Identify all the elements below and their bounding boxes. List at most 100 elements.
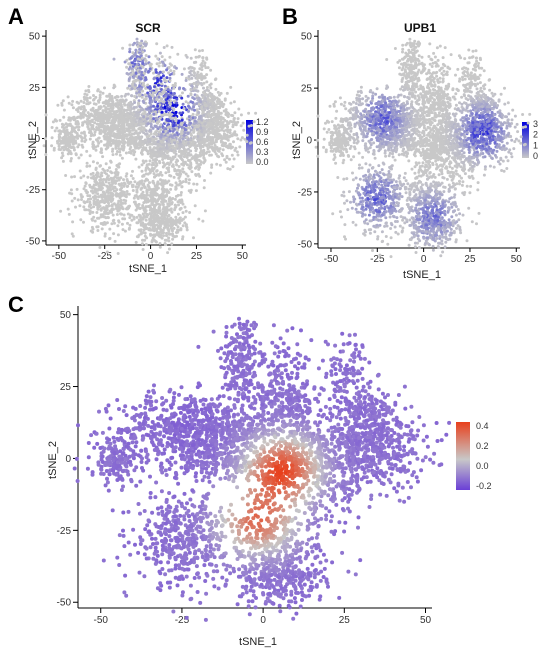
cell-point (128, 204, 131, 208)
cell-point (469, 90, 473, 94)
cell-point (78, 204, 82, 208)
cell-point (67, 101, 71, 105)
cell-point (212, 106, 216, 110)
cell-point (105, 94, 109, 98)
cell-point (192, 86, 196, 90)
cell-point (400, 68, 404, 72)
cell-point (198, 67, 202, 71)
cell-point (122, 213, 126, 217)
cell-point (131, 169, 134, 173)
cell-point (134, 185, 138, 189)
y-tick-label: 50 (29, 32, 41, 43)
cell-point (478, 81, 482, 85)
cell-point (107, 181, 111, 185)
cell-point (406, 59, 410, 63)
cell-point (66, 207, 70, 211)
cell-point (123, 130, 127, 134)
cell-point (142, 147, 146, 151)
y-tick-label: 0 (306, 136, 312, 147)
cell-point (466, 72, 470, 76)
cell-point (104, 162, 108, 166)
cell-point (190, 84, 194, 88)
cell-point (92, 98, 95, 102)
cell-point (88, 164, 92, 168)
cell-point (141, 89, 145, 93)
cell-point (469, 95, 473, 99)
cell-point (204, 66, 208, 70)
cell-point (70, 199, 74, 203)
cell-point (117, 192, 120, 196)
cell-point (459, 56, 463, 60)
cell-point (103, 211, 107, 215)
cell-point (113, 119, 117, 122)
cell-point (67, 151, 71, 155)
cell-point (166, 107, 170, 110)
cell-point (412, 88, 416, 91)
cell-point (146, 152, 150, 156)
cell-point (141, 139, 145, 143)
cell-point (158, 245, 162, 249)
cell-point (153, 224, 157, 227)
cell-point (60, 141, 64, 145)
cell-point (131, 183, 135, 187)
cell-point (178, 144, 182, 148)
cell-point (162, 205, 166, 209)
cell-point (101, 215, 105, 219)
cell-point (194, 166, 197, 170)
cell-point (150, 163, 154, 167)
cell-point (161, 228, 165, 232)
cell-point (131, 177, 135, 180)
cell-point (105, 142, 109, 146)
cell-point (134, 79, 138, 83)
cell-point (154, 112, 158, 116)
cell-point (195, 94, 199, 98)
cell-point (71, 106, 75, 110)
cell-point (71, 116, 75, 120)
cell-point (109, 127, 113, 131)
cell-point (169, 218, 173, 222)
cell-point (236, 137, 240, 141)
cell-point (155, 42, 159, 46)
cell-point (144, 59, 148, 63)
cell-point (233, 121, 237, 125)
cell-point (466, 82, 470, 86)
cell-point (187, 66, 191, 70)
cell-point (105, 250, 109, 254)
cell-point (435, 101, 439, 105)
cell-point (101, 195, 104, 199)
cell-point (154, 137, 158, 141)
cell-point (94, 148, 98, 152)
cell-point (119, 176, 123, 180)
cell-point (198, 154, 202, 158)
cell-point (93, 121, 97, 125)
cell-point (435, 70, 439, 74)
cell-point (152, 112, 156, 116)
cell-point (440, 96, 444, 100)
cell-point (144, 120, 148, 124)
cell-point (138, 93, 142, 96)
cell-point (93, 130, 97, 134)
cell-point (96, 88, 100, 92)
cell-point (484, 98, 488, 102)
cell-point (176, 52, 180, 56)
cell-point (145, 193, 149, 197)
cell-point (168, 115, 172, 119)
cell-point (181, 202, 185, 206)
cell-point (173, 208, 177, 212)
cell-point (96, 225, 100, 229)
cell-point (160, 113, 164, 117)
cell-point (122, 184, 126, 188)
cell-point (158, 221, 161, 225)
cell-point (84, 89, 88, 93)
cell-point (130, 61, 134, 65)
cell-point (104, 107, 108, 111)
cell-point (122, 126, 126, 130)
cell-point (445, 70, 449, 74)
cell-point (185, 135, 189, 139)
cell-point (130, 55, 134, 59)
cell-point (411, 48, 414, 52)
cell-point (171, 163, 175, 167)
cell-point (192, 81, 196, 85)
cell-point (139, 232, 143, 236)
cell-point (62, 138, 66, 142)
